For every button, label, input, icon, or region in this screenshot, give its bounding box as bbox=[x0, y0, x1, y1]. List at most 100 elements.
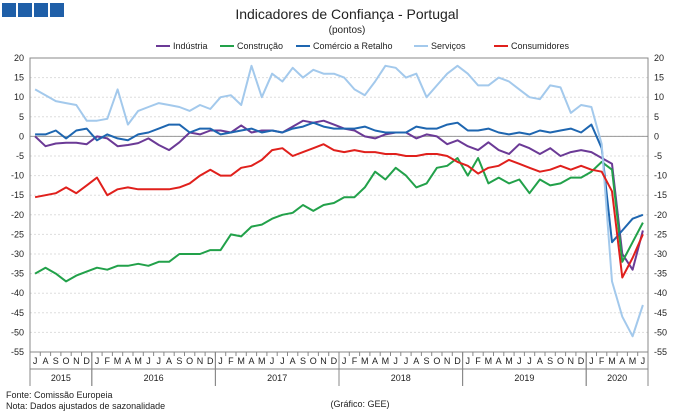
x-month-label: J bbox=[280, 356, 285, 366]
y-tick-label: -10 bbox=[654, 171, 667, 181]
x-month-label: N bbox=[444, 356, 451, 366]
x-month-label: A bbox=[42, 356, 48, 366]
y-tick-label: -45 bbox=[11, 308, 24, 318]
x-month-label: A bbox=[248, 356, 254, 366]
x-month-label: F bbox=[228, 356, 234, 366]
y-tick-label: 20 bbox=[654, 53, 664, 63]
x-month-label: A bbox=[537, 356, 543, 366]
x-month-label: S bbox=[300, 356, 306, 366]
y-tick-label: 10 bbox=[14, 92, 24, 102]
y-tick-label: -35 bbox=[11, 269, 24, 279]
logo-block bbox=[50, 3, 64, 17]
x-month-label: O bbox=[433, 356, 440, 366]
seasonal-note: Nota: Dados ajustados de sazonalidade bbox=[6, 401, 165, 411]
logo-blocks bbox=[2, 3, 64, 17]
x-month-label: A bbox=[290, 356, 296, 366]
x-month-label: N bbox=[197, 356, 204, 366]
x-month-label: A bbox=[496, 356, 502, 366]
y-tick-label: 15 bbox=[654, 73, 664, 83]
x-month-label: M bbox=[134, 356, 142, 366]
x-month-label: M bbox=[505, 356, 513, 366]
x-month-label: F bbox=[475, 356, 481, 366]
x-month-label: J bbox=[218, 356, 223, 366]
y-tick-label: -15 bbox=[11, 190, 24, 200]
y-tick-label: -50 bbox=[654, 327, 667, 337]
x-month-label: A bbox=[166, 356, 172, 366]
y-axis-right: 20 15 10 5 0 -5 -10 -15 -20 -25 -30 -35 -40 -45 -50 -55 bbox=[654, 53, 667, 357]
y-tick-label: -55 bbox=[654, 347, 667, 357]
legend: Indústria Construção Comércio a Retalho Ser… bbox=[156, 41, 570, 51]
y-tick-label: -25 bbox=[11, 229, 24, 239]
x-year-label: 2015 bbox=[51, 373, 71, 383]
plot-frame bbox=[29, 57, 649, 353]
x-month-label: M bbox=[361, 356, 369, 366]
x-month-label: D bbox=[454, 356, 461, 366]
x-month-label: M bbox=[114, 356, 122, 366]
legend-entry: Comércio a Retalho bbox=[313, 41, 393, 51]
y-tick-label: 0 bbox=[654, 131, 659, 141]
x-month-label: D bbox=[578, 356, 585, 366]
y-tick-label: 5 bbox=[19, 112, 24, 122]
x-month-label: J bbox=[95, 356, 100, 366]
series-line bbox=[34, 143, 644, 279]
x-month-label: J bbox=[404, 356, 409, 366]
y-tick-label: 0 bbox=[19, 131, 24, 141]
y-tick-label: -20 bbox=[11, 210, 24, 220]
source-note: Fonte: Comissão Europeia bbox=[6, 390, 113, 400]
grid-lines bbox=[29, 57, 649, 353]
x-month-label: N bbox=[320, 356, 327, 366]
x-month-label: J bbox=[589, 356, 594, 366]
x-month-label: J bbox=[342, 356, 347, 366]
series-line bbox=[34, 157, 644, 283]
y-tick-label: -15 bbox=[654, 190, 667, 200]
series-line bbox=[35, 121, 644, 244]
y-tick-label: 15 bbox=[14, 73, 24, 83]
x-month-label: M bbox=[608, 356, 616, 366]
x-month-label: N bbox=[568, 356, 575, 366]
x-month-label: J bbox=[157, 356, 162, 366]
logo-block bbox=[2, 3, 16, 17]
x-month-label: S bbox=[547, 356, 553, 366]
chart-title: Indicadores de Confiança - Portugal bbox=[235, 6, 458, 22]
y-tick-label: 20 bbox=[14, 53, 24, 63]
x-month-label: M bbox=[382, 356, 390, 366]
x-month-label: M bbox=[237, 356, 245, 366]
x-month-label: S bbox=[424, 356, 430, 366]
x-month-label: M bbox=[258, 356, 266, 366]
y-tick-label: -40 bbox=[654, 288, 667, 298]
x-month-label: J bbox=[466, 356, 471, 366]
legend-entry: Indústria bbox=[173, 41, 208, 51]
x-year-label: 2017 bbox=[267, 373, 287, 383]
x-month-label: D bbox=[83, 356, 90, 366]
x-month-label: D bbox=[331, 356, 338, 366]
chart-credit: (Gráfico: GEE) bbox=[330, 399, 389, 409]
logo-block bbox=[34, 3, 48, 17]
x-month-label: J bbox=[146, 356, 151, 366]
x-month-label: J bbox=[393, 356, 398, 366]
plot-area bbox=[34, 64, 644, 338]
y-tick-label: -40 bbox=[11, 288, 24, 298]
x-month-label: D bbox=[207, 356, 214, 366]
x-year-label: 2018 bbox=[391, 373, 411, 383]
x-month-label: J bbox=[517, 356, 522, 366]
y-tick-label: 5 bbox=[654, 112, 659, 122]
y-tick-label: -5 bbox=[16, 151, 24, 161]
y-axis-left: 20 15 10 5 0 -5 -10 -15 -20 -25 -30 -35 -40 -45 -50 -55 bbox=[11, 53, 24, 357]
y-tick-label: -35 bbox=[654, 269, 667, 279]
y-tick-label: -25 bbox=[654, 229, 667, 239]
legend-entry: Construção bbox=[237, 41, 283, 51]
x-year-label: 2016 bbox=[144, 373, 164, 383]
x-month-label: A bbox=[413, 356, 419, 366]
x-month-label: O bbox=[186, 356, 193, 366]
y-tick-label: -55 bbox=[11, 347, 24, 357]
x-month-label: O bbox=[557, 356, 564, 366]
legend-entry: Consumidores bbox=[511, 41, 570, 51]
y-tick-label: -10 bbox=[11, 171, 24, 181]
y-tick-label: -30 bbox=[11, 249, 24, 259]
y-tick-label: -45 bbox=[654, 308, 667, 318]
x-month-label: S bbox=[176, 356, 182, 366]
logo-block bbox=[18, 3, 32, 17]
x-month-label: J bbox=[270, 356, 275, 366]
x-month-label: J bbox=[33, 356, 38, 366]
